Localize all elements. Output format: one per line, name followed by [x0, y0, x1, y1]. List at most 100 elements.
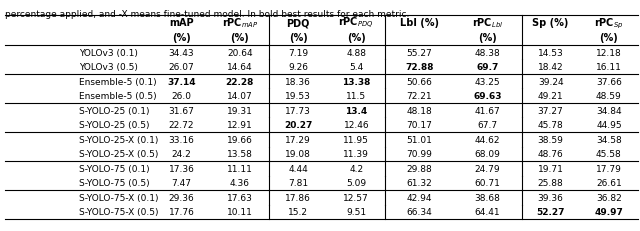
Text: 13.58: 13.58 [227, 150, 253, 158]
Text: 26.0: 26.0 [172, 92, 191, 101]
Text: 48.38: 48.38 [475, 49, 500, 58]
Text: 19.71: 19.71 [538, 164, 564, 173]
Text: 55.27: 55.27 [406, 49, 432, 58]
Text: 37.27: 37.27 [538, 106, 564, 115]
Text: 11.39: 11.39 [343, 150, 369, 158]
Text: 43.25: 43.25 [475, 77, 500, 86]
Text: 70.99: 70.99 [406, 150, 433, 158]
Text: 17.29: 17.29 [285, 135, 311, 144]
Text: 70.17: 70.17 [406, 121, 433, 130]
Text: 69.7: 69.7 [476, 63, 499, 72]
Text: 38.68: 38.68 [475, 193, 500, 202]
Text: rPC$_{Lbl}$: rPC$_{Lbl}$ [472, 17, 503, 30]
Text: (%): (%) [289, 33, 307, 43]
Text: 20.27: 20.27 [284, 121, 312, 130]
Text: 69.63: 69.63 [473, 92, 502, 101]
Text: 45.78: 45.78 [538, 121, 564, 130]
Text: 37.14: 37.14 [167, 77, 196, 86]
Text: 67.7: 67.7 [477, 121, 497, 130]
Text: 48.18: 48.18 [406, 106, 432, 115]
Text: 4.44: 4.44 [288, 164, 308, 173]
Text: 7.81: 7.81 [288, 179, 308, 187]
Text: S-YOLO-25 (0.5): S-YOLO-25 (0.5) [79, 121, 149, 130]
Text: 22.72: 22.72 [169, 121, 195, 130]
Text: S-YOLO-25 (0.1): S-YOLO-25 (0.1) [79, 106, 149, 115]
Text: 42.94: 42.94 [406, 193, 432, 202]
Text: mAP: mAP [169, 18, 194, 28]
Text: 13.4: 13.4 [345, 106, 367, 115]
Text: 29.88: 29.88 [406, 164, 432, 173]
Text: 39.24: 39.24 [538, 77, 563, 86]
Text: 14.64: 14.64 [227, 63, 253, 72]
Text: 60.71: 60.71 [475, 179, 500, 187]
Text: 31.67: 31.67 [169, 106, 195, 115]
Text: 10.11: 10.11 [227, 207, 253, 216]
Text: 9.26: 9.26 [288, 63, 308, 72]
Text: percentage applied, and -X means fine-tuned model. In bold best results for each: percentage applied, and -X means fine-tu… [5, 10, 410, 19]
Text: 9.51: 9.51 [346, 207, 366, 216]
Text: S-YOLO-25-X (0.5): S-YOLO-25-X (0.5) [79, 150, 158, 158]
Text: 51.01: 51.01 [406, 135, 433, 144]
Text: 26.61: 26.61 [596, 179, 621, 187]
Text: 7.19: 7.19 [288, 49, 308, 58]
Text: 17.79: 17.79 [596, 164, 622, 173]
Text: YOLOv3 (0.1): YOLOv3 (0.1) [79, 49, 138, 58]
Text: 44.62: 44.62 [475, 135, 500, 144]
Text: 11.11: 11.11 [227, 164, 253, 173]
Text: 24.2: 24.2 [172, 150, 191, 158]
Text: 24.79: 24.79 [475, 164, 500, 173]
Text: Sp (%): Sp (%) [532, 18, 569, 28]
Text: 11.5: 11.5 [346, 92, 366, 101]
Text: 25.88: 25.88 [538, 179, 564, 187]
Text: 48.59: 48.59 [596, 92, 621, 101]
Text: 38.59: 38.59 [538, 135, 564, 144]
Text: 44.95: 44.95 [596, 121, 621, 130]
Text: S-YOLO-75 (0.5): S-YOLO-75 (0.5) [79, 179, 149, 187]
Text: 14.07: 14.07 [227, 92, 253, 101]
Text: 72.21: 72.21 [406, 92, 432, 101]
Text: (%): (%) [172, 33, 191, 43]
Text: 66.34: 66.34 [406, 207, 432, 216]
Text: 14.53: 14.53 [538, 49, 564, 58]
Text: 17.86: 17.86 [285, 193, 311, 202]
Text: 20.64: 20.64 [227, 49, 253, 58]
Text: 19.08: 19.08 [285, 150, 311, 158]
Text: YOLOv3 (0.5): YOLOv3 (0.5) [79, 63, 138, 72]
Text: S-YOLO-25-X (0.1): S-YOLO-25-X (0.1) [79, 135, 158, 144]
Text: rPC$_{Sp}$: rPC$_{Sp}$ [594, 16, 623, 30]
Text: (%): (%) [478, 33, 497, 43]
Text: 22.28: 22.28 [226, 77, 254, 86]
Text: 4.2: 4.2 [349, 164, 364, 173]
Text: 17.63: 17.63 [227, 193, 253, 202]
Text: 39.36: 39.36 [538, 193, 564, 202]
Text: 4.36: 4.36 [230, 179, 250, 187]
Text: 45.58: 45.58 [596, 150, 621, 158]
Text: 37.66: 37.66 [596, 77, 622, 86]
Text: 41.67: 41.67 [475, 106, 500, 115]
Text: 19.53: 19.53 [285, 92, 311, 101]
Text: 11.95: 11.95 [343, 135, 369, 144]
Text: 72.88: 72.88 [405, 63, 434, 72]
Text: 7.47: 7.47 [172, 179, 191, 187]
Text: 12.91: 12.91 [227, 121, 253, 130]
Text: 5.4: 5.4 [349, 63, 364, 72]
Text: 36.82: 36.82 [596, 193, 621, 202]
Text: S-YOLO-75 (0.1): S-YOLO-75 (0.1) [79, 164, 149, 173]
Text: 4.88: 4.88 [346, 49, 366, 58]
Text: rPC$_{mAP}$: rPC$_{mAP}$ [221, 17, 258, 30]
Text: 16.11: 16.11 [596, 63, 622, 72]
Text: (%): (%) [230, 33, 249, 43]
Text: S-YOLO-75-X (0.1): S-YOLO-75-X (0.1) [79, 193, 158, 202]
Text: 13.38: 13.38 [342, 77, 371, 86]
Text: 17.36: 17.36 [169, 164, 195, 173]
Text: 17.76: 17.76 [169, 207, 195, 216]
Text: 26.07: 26.07 [169, 63, 195, 72]
Text: Lbl (%): Lbl (%) [400, 18, 439, 28]
Text: 12.18: 12.18 [596, 49, 621, 58]
Text: 5.09: 5.09 [346, 179, 366, 187]
Text: 12.46: 12.46 [344, 121, 369, 130]
Text: 18.42: 18.42 [538, 63, 563, 72]
Text: (%): (%) [347, 33, 365, 43]
Text: 33.16: 33.16 [169, 135, 195, 144]
Text: 68.09: 68.09 [475, 150, 500, 158]
